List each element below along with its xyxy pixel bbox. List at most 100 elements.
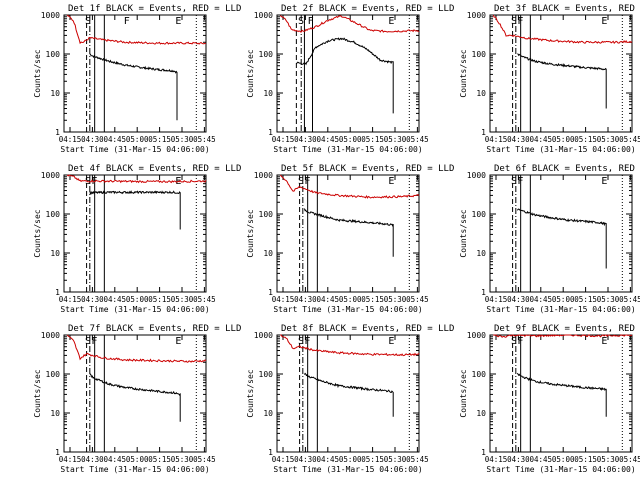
x-tick-label: 05:00 [126,295,149,304]
x-axis-label: Start Time (31-Mar-15 04:06:00) [273,465,422,474]
x-tick-label: 05:45 [193,455,216,464]
marker-s: S [511,176,517,187]
x-tick-label: 04:45 [317,135,340,144]
x-tick-label: 04:45 [104,135,127,144]
x-tick-label: 04:30 [294,455,317,464]
panel-title: Det 2f BLACK = Events, RED = LLD [281,4,454,14]
x-tick-label: 05:45 [619,135,640,144]
x-tick-label: 05:00 [126,455,149,464]
y-tick-label: 1000 [254,11,273,20]
y-tick-label: 10 [263,409,273,418]
series-lld-line [66,14,206,45]
panel-det-5: Det 5f BLACK = Events, RED = LLDSFE11010… [246,164,454,314]
x-axis-label: Start Time (31-Mar-15 04:06:00) [486,145,635,154]
x-tick-label: 05:15 [574,295,597,304]
marker-e: E [175,336,181,347]
plot-frame [63,14,207,133]
y-tick-label: 100 [46,210,61,219]
x-axis-label: Start Time (31-Mar-15 04:06:00) [486,305,635,314]
panel-det-7: Det 7f BLACK = Events, RED = LLDSFE11010… [33,324,241,474]
x-tick-label: 05:00 [339,455,362,464]
x-axis-label: Start Time (31-Mar-15 04:06:00) [60,145,209,154]
y-tick-label: 1000 [467,11,486,20]
y-tick-label: 1 [55,288,60,297]
plot-frame [276,174,420,293]
marker-s: S [298,336,304,347]
x-tick-label: 04:30 [507,135,530,144]
x-tick-label: 05:30 [171,295,194,304]
marker-s: S [511,336,517,347]
x-tick-label: 05:00 [552,295,575,304]
y-tick-label: 10 [263,249,273,258]
x-tick-label: 05:15 [574,455,597,464]
y-axis-label: Counts/sec [459,209,468,257]
y-axis-label: Counts/sec [33,209,42,257]
x-tick-label: 05:30 [384,135,407,144]
x-tick-label: 05:00 [339,135,362,144]
panel-det-1: Det 1f BLACK = Events, RED = LLD S F E 1 10 10… [33,4,241,154]
x-tick-label: 04:45 [530,455,553,464]
x-tick-label: 04:15 [59,455,82,464]
y-axis-label: Counts/sec [246,49,255,97]
marker-e: E [388,336,394,347]
x-tick-label: 04:15 [59,295,82,304]
y-tick-label: 100 [472,50,487,59]
x-tick-label: 04:15 [59,135,82,144]
x-tick-label: 05:45 [619,455,640,464]
marker-f: F [308,16,314,27]
x-tick-label: 04:15 [485,455,508,464]
series-lld-line [279,174,420,199]
plot-frame [63,174,207,293]
x-tick-label: 04:15 [272,455,295,464]
x-tick-label: 05:45 [406,455,429,464]
y-axis-label: Counts/sec [33,49,42,97]
y-tick-label: 10 [50,409,60,418]
y-tick-label: 10 [50,89,60,98]
x-tick-label: 05:30 [171,135,194,144]
x-tick-label: 05:15 [148,295,171,304]
marker-e: E [601,16,607,27]
y-tick-label: 100 [472,210,487,219]
y-tick-label: 1000 [467,171,486,180]
x-tick-label: 05:45 [193,295,216,304]
y-tick-label: 10 [50,249,60,258]
x-tick-label: 05:45 [619,295,640,304]
panel-det-3: Det 3f BLACK = Events, RED = LLDSFE11010… [459,4,640,154]
y-axis-label: Counts/sec [246,209,255,257]
y-tick-label: 100 [46,370,61,379]
x-tick-label: 04:30 [81,135,104,144]
series-events-line [303,208,394,257]
plot-frame [489,174,633,293]
x-tick-label: 04:30 [81,295,104,304]
x-tick-label: 05:15 [361,455,384,464]
plot-frame [489,334,633,453]
series-events-line [89,372,181,422]
y-tick-label: 1 [481,288,486,297]
panel-title: Det 1f BLACK = Events, RED = LLD [68,4,241,14]
panel-det-8: Det 8f BLACK = Events, RED = LLDSFE11010… [246,324,454,474]
y-tick-label: 1000 [467,331,486,340]
y-tick-label: 10 [476,249,486,258]
x-tick-label: 05:30 [384,455,407,464]
panel-title: Det 9f BLACK = Events, RED = LLD [494,324,640,334]
panel-det-6: Det 6f BLACK = Events, RED = LLDSFE11010… [459,164,640,314]
y-tick-label: 1 [55,448,60,457]
y-tick-label: 10 [476,409,486,418]
series-lld-line [493,334,633,338]
x-tick-label: 05:00 [126,135,149,144]
x-tick-label: 05:00 [552,455,575,464]
marker-s: S [298,16,304,27]
x-tick-label: 05:15 [361,295,384,304]
y-tick-label: 1 [268,128,273,137]
marker-s: S [511,16,517,27]
x-tick-label: 04:45 [530,295,553,304]
x-tick-label: 05:15 [148,455,171,464]
y-axis-label: Counts/sec [33,369,42,417]
series-lld-line [279,15,420,33]
x-axis-label: Start Time (31-Mar-15 04:06:00) [60,465,209,474]
panel-title: Det 7f BLACK = Events, RED = LLD [68,324,241,334]
x-tick-label: 04:15 [485,295,508,304]
marker-s: S [85,336,91,347]
y-tick-label: 100 [259,370,274,379]
